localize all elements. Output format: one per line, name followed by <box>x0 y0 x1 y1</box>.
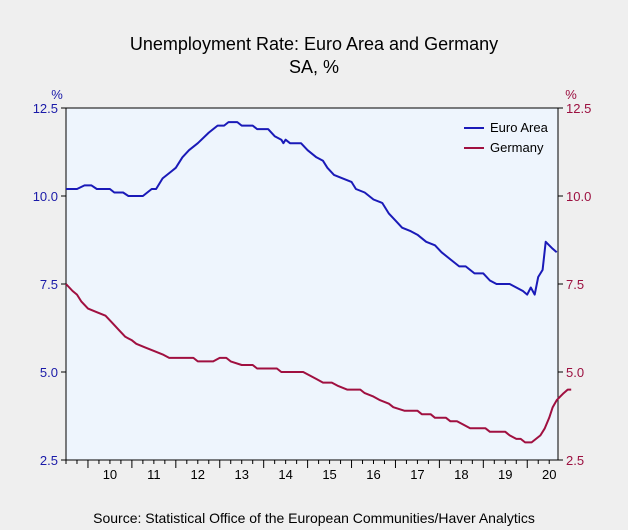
x-tick-label: 13 <box>234 467 248 482</box>
source-note: Source: Statistical Office of the Europe… <box>93 510 535 526</box>
left-tick-label: 10.0 <box>33 189 58 204</box>
series-line-euro-area <box>66 121 558 296</box>
right-tick-label: 2.5 <box>566 453 584 468</box>
legend-label-euro-area: Euro Area <box>490 120 549 135</box>
x-tick-label: 16 <box>366 467 380 482</box>
left-tick-label: 12.5 <box>33 101 58 116</box>
right-tick-label: 5.0 <box>566 365 584 380</box>
x-tick-label: 11 <box>147 467 161 482</box>
x-tick-label: 12 <box>191 467 205 482</box>
right-tick-label: 10.0 <box>566 189 591 204</box>
x-tick-label: 10 <box>103 467 117 482</box>
plot-area <box>65 107 559 461</box>
right-tick-label: 12.5 <box>566 101 591 116</box>
left-axis-ticks: 12.5 10.0 7.5 5.0 2.5 <box>33 101 66 468</box>
x-tick-label: 14 <box>278 467 292 482</box>
left-axis-unit: % <box>51 87 63 102</box>
legend: Euro Area Germany <box>464 120 549 155</box>
left-tick-label: 5.0 <box>40 365 58 380</box>
right-axis-ticks: 12.5 10.0 7.5 5.0 2.5 <box>558 101 591 468</box>
chart-title: Unemployment Rate: Euro Area and Germany <box>130 34 498 54</box>
x-tick-label: 18 <box>454 467 468 482</box>
left-tick-label: 2.5 <box>40 453 58 468</box>
series-line-germany <box>65 283 572 444</box>
right-axis-unit: % <box>565 87 577 102</box>
x-tick-label: 15 <box>322 467 336 482</box>
x-tick-label: 20 <box>542 467 556 482</box>
x-tick-label: 19 <box>498 467 512 482</box>
right-tick-label: 7.5 <box>566 277 584 292</box>
chart-subtitle: SA, % <box>289 57 339 77</box>
x-axis-ticks: 10 11 12 13 14 15 16 17 18 19 20 <box>65 460 556 482</box>
left-tick-label: 7.5 <box>40 277 58 292</box>
legend-label-germany: Germany <box>490 140 544 155</box>
x-tick-label: 17 <box>410 467 424 482</box>
